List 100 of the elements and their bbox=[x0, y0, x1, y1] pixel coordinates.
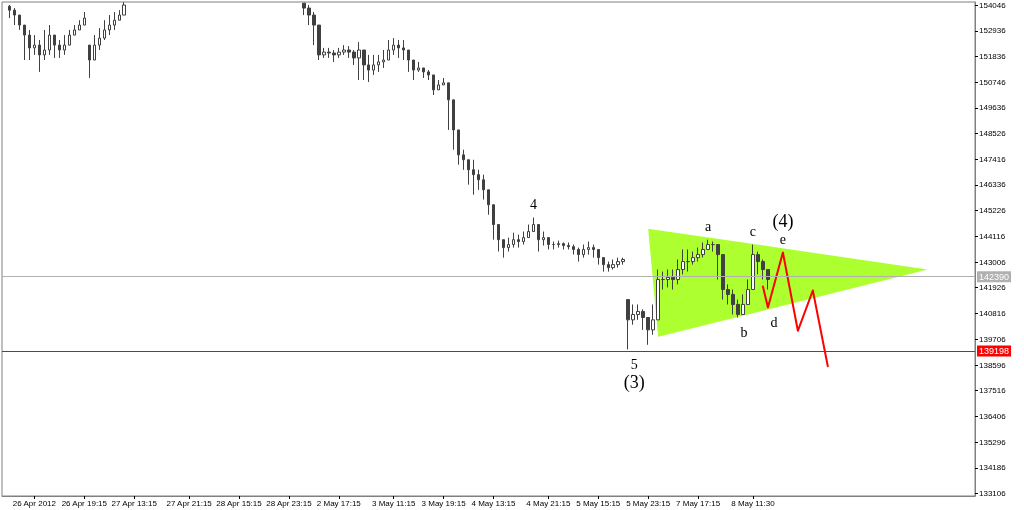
annotation: (3) bbox=[623, 372, 645, 394]
annotation: d bbox=[770, 314, 778, 330]
ref-line-label: 142390 bbox=[979, 271, 1010, 282]
candlestick bbox=[422, 67, 425, 79]
candlestick bbox=[38, 39, 41, 73]
candlestick bbox=[592, 244, 595, 259]
candlestick bbox=[402, 39, 405, 61]
candlestick bbox=[412, 59, 415, 81]
x-tick-label: 4 May 13:15 bbox=[471, 498, 517, 508]
x-tick-label: 2 May 17:15 bbox=[316, 498, 362, 508]
candlestick bbox=[587, 241, 590, 256]
candlestick bbox=[13, 7, 16, 26]
candlestick bbox=[557, 240, 560, 249]
candlestick bbox=[68, 29, 71, 46]
x-tick-label: 8 May 11:30 bbox=[731, 498, 776, 508]
candlestick bbox=[572, 244, 575, 256]
candlestick bbox=[507, 237, 510, 253]
candlestick bbox=[537, 224, 540, 253]
candlestick bbox=[522, 231, 525, 246]
candlestick bbox=[427, 69, 430, 81]
annotation: 4 bbox=[529, 197, 537, 213]
candlestick bbox=[567, 241, 570, 250]
y-tick-label: 154046 bbox=[979, 0, 1007, 10]
candlestick bbox=[562, 241, 565, 250]
candlestick bbox=[108, 14, 111, 36]
x-tick-label: 5 May 23:15 bbox=[626, 498, 671, 508]
annotation: c bbox=[749, 224, 757, 240]
x-tick-label: 7 May 17:15 bbox=[676, 498, 721, 508]
candlestick bbox=[392, 37, 395, 56]
candlestick bbox=[467, 159, 470, 186]
y-tick-label: 147416 bbox=[979, 155, 1007, 165]
candlestick bbox=[372, 54, 375, 76]
x-tick-label: 3 May 11:15 bbox=[371, 498, 416, 508]
candlestick bbox=[487, 189, 490, 216]
candlestick bbox=[437, 79, 440, 91]
candlestick bbox=[517, 234, 520, 249]
x-tick-label: 27 Apr 13:15 bbox=[111, 498, 158, 508]
annotation: e bbox=[779, 232, 786, 247]
candlestick bbox=[417, 61, 420, 73]
x-tick-label: 27 Apr 21:15 bbox=[166, 498, 213, 508]
candlestick bbox=[33, 34, 36, 56]
candlestick bbox=[452, 99, 455, 151]
x-tick-label: 28 Apr 15:15 bbox=[216, 498, 263, 508]
candlestick bbox=[577, 247, 580, 263]
y-tick-label: 152936 bbox=[979, 26, 1007, 36]
candlestick bbox=[477, 169, 480, 191]
annotation: b bbox=[740, 325, 748, 341]
candlestick bbox=[432, 74, 435, 96]
candlestick bbox=[582, 244, 585, 259]
candlestick bbox=[103, 19, 106, 41]
x-tick-label: 3 May 19:15 bbox=[421, 498, 467, 508]
y-tick-label: 141926 bbox=[979, 283, 1007, 293]
y-tick-label: 143006 bbox=[979, 257, 1007, 267]
y-tick-label: 150746 bbox=[979, 77, 1007, 87]
candlestick bbox=[83, 11, 86, 26]
candlestick bbox=[73, 24, 76, 36]
candlestick bbox=[23, 24, 26, 61]
candlestick bbox=[502, 239, 505, 259]
annotation: (4) bbox=[772, 211, 794, 233]
x-tick-label: 26 Apr 2012 bbox=[12, 498, 57, 508]
candlestick bbox=[492, 204, 495, 241]
annotation: a bbox=[704, 219, 712, 235]
x-tick-label: 5 May 15:15 bbox=[576, 498, 621, 508]
candlestick bbox=[602, 257, 605, 273]
y-tick-label: 139706 bbox=[979, 334, 1007, 344]
y-tick-label: 137516 bbox=[979, 385, 1007, 395]
candlestick bbox=[382, 49, 385, 69]
annotation: 5 bbox=[630, 356, 638, 372]
candlestick bbox=[88, 44, 91, 79]
candlestick bbox=[98, 27, 101, 51]
candlestick bbox=[547, 237, 550, 250]
candlestick bbox=[462, 149, 465, 171]
candlestick bbox=[457, 129, 460, 166]
candlestick bbox=[18, 14, 21, 31]
candlestick bbox=[482, 174, 485, 201]
candlestick bbox=[407, 49, 410, 73]
x-tick-label: 4 May 21:15 bbox=[526, 498, 571, 508]
candlestick bbox=[472, 159, 475, 196]
candlestick bbox=[397, 39, 400, 59]
candlestick bbox=[48, 24, 51, 56]
y-tick-label: 144116 bbox=[979, 232, 1006, 242]
candlestick bbox=[377, 54, 380, 73]
y-tick-label: 145226 bbox=[979, 206, 1007, 216]
candlestick bbox=[43, 29, 46, 61]
candlestick bbox=[542, 231, 545, 246]
y-tick-label: 140816 bbox=[979, 308, 1007, 318]
candlestick bbox=[512, 232, 515, 249]
y-tick-label: 133106 bbox=[979, 488, 1007, 498]
candlestick bbox=[113, 11, 116, 31]
candlestick bbox=[8, 4, 11, 19]
candlestick bbox=[53, 34, 56, 59]
y-tick-label: 151836 bbox=[979, 52, 1007, 62]
candlestick bbox=[597, 248, 600, 266]
candlestick bbox=[447, 82, 450, 131]
candlestick bbox=[93, 34, 96, 61]
candlestick bbox=[387, 39, 390, 61]
candlestick bbox=[28, 29, 31, 61]
y-tick-label: 138596 bbox=[979, 360, 1007, 370]
candlestick bbox=[442, 77, 445, 86]
x-tick-label: 28 Apr 23:15 bbox=[266, 498, 313, 508]
